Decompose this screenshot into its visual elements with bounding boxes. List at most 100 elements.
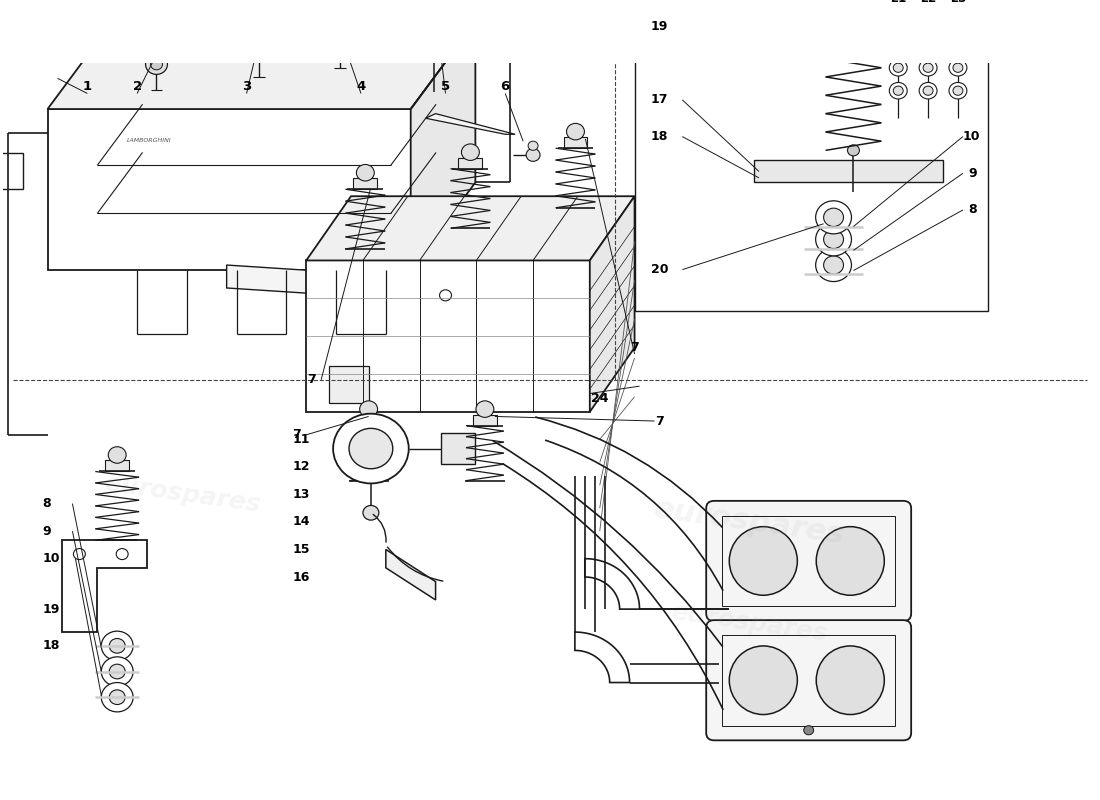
Text: 14: 14	[293, 515, 310, 529]
Circle shape	[949, 37, 967, 53]
Text: 9: 9	[43, 525, 52, 538]
Circle shape	[108, 446, 126, 463]
Circle shape	[101, 682, 133, 712]
Text: 21: 21	[890, 0, 906, 6]
Text: 24: 24	[591, 391, 608, 405]
Circle shape	[101, 657, 133, 686]
Circle shape	[893, 40, 903, 50]
Bar	[563, 137, 587, 148]
Circle shape	[109, 638, 125, 653]
Circle shape	[953, 40, 962, 50]
Text: 18: 18	[43, 639, 60, 652]
Circle shape	[253, 46, 265, 57]
Text: 19: 19	[651, 20, 668, 33]
Ellipse shape	[816, 646, 884, 714]
Ellipse shape	[816, 526, 884, 595]
Polygon shape	[227, 265, 510, 306]
Text: 3: 3	[242, 80, 251, 93]
Text: 6: 6	[500, 80, 510, 93]
Bar	[0, 153, 23, 190]
Bar	[106, 461, 129, 471]
Text: 7: 7	[292, 428, 300, 442]
Circle shape	[425, 9, 444, 27]
Polygon shape	[306, 196, 635, 261]
Text: 8: 8	[968, 203, 977, 217]
Circle shape	[145, 54, 167, 74]
Polygon shape	[585, 558, 639, 609]
Circle shape	[349, 428, 393, 469]
Bar	[722, 635, 895, 726]
Circle shape	[356, 165, 374, 181]
FancyBboxPatch shape	[706, 501, 911, 621]
Circle shape	[816, 249, 851, 282]
Polygon shape	[63, 540, 147, 632]
Circle shape	[920, 59, 937, 76]
Circle shape	[804, 726, 814, 735]
Circle shape	[949, 59, 967, 76]
Text: 5: 5	[441, 80, 450, 93]
Circle shape	[889, 82, 908, 99]
Circle shape	[893, 86, 903, 95]
Text: eurospares: eurospares	[651, 494, 846, 550]
Polygon shape	[426, 114, 515, 134]
Bar	[722, 515, 895, 606]
Text: eurospares: eurospares	[102, 471, 262, 518]
Text: 7: 7	[630, 341, 639, 354]
Circle shape	[824, 208, 844, 226]
Text: eurospares: eurospares	[184, 201, 378, 256]
Polygon shape	[47, 22, 475, 109]
Circle shape	[889, 37, 908, 53]
Circle shape	[74, 549, 86, 559]
Bar	[329, 366, 368, 402]
Text: 23: 23	[949, 0, 966, 6]
Circle shape	[526, 149, 540, 162]
Text: 2: 2	[132, 80, 142, 93]
Circle shape	[824, 256, 844, 274]
FancyBboxPatch shape	[706, 620, 911, 740]
Polygon shape	[590, 196, 635, 412]
Bar	[441, 433, 475, 464]
Text: 12: 12	[293, 461, 310, 474]
Text: 16: 16	[293, 570, 310, 583]
Polygon shape	[575, 632, 629, 682]
Polygon shape	[47, 109, 410, 270]
Text: 13: 13	[293, 488, 310, 501]
Circle shape	[923, 40, 933, 50]
Circle shape	[816, 223, 851, 256]
Circle shape	[109, 664, 125, 679]
Bar	[459, 158, 482, 169]
Circle shape	[151, 59, 163, 70]
Circle shape	[440, 290, 451, 301]
Text: 7: 7	[656, 414, 663, 427]
Polygon shape	[754, 159, 943, 182]
Text: 10: 10	[43, 552, 60, 565]
Polygon shape	[306, 261, 590, 412]
Text: 22: 22	[920, 0, 936, 6]
Text: 18: 18	[651, 130, 668, 143]
Text: 19: 19	[43, 602, 60, 616]
Ellipse shape	[729, 526, 798, 595]
Bar	[353, 178, 377, 190]
Text: eurospares: eurospares	[669, 600, 829, 646]
Text: 11: 11	[293, 433, 310, 446]
Circle shape	[953, 86, 962, 95]
Circle shape	[333, 414, 409, 483]
Circle shape	[923, 86, 933, 95]
Text: 15: 15	[293, 543, 310, 556]
Circle shape	[949, 82, 967, 99]
Bar	[635, 0, 988, 311]
Text: 9: 9	[968, 166, 977, 180]
Circle shape	[117, 549, 128, 559]
Circle shape	[953, 63, 962, 72]
Circle shape	[101, 631, 133, 661]
Text: 17: 17	[651, 94, 668, 106]
Circle shape	[923, 63, 933, 72]
Circle shape	[824, 230, 844, 249]
Text: 4: 4	[356, 80, 365, 93]
Text: 8: 8	[43, 497, 52, 510]
Circle shape	[816, 201, 851, 234]
Circle shape	[476, 401, 494, 418]
Circle shape	[566, 123, 584, 140]
Circle shape	[248, 41, 270, 62]
Circle shape	[329, 33, 351, 53]
